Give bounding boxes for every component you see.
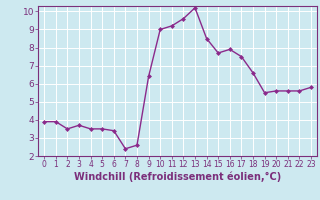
- X-axis label: Windchill (Refroidissement éolien,°C): Windchill (Refroidissement éolien,°C): [74, 172, 281, 182]
